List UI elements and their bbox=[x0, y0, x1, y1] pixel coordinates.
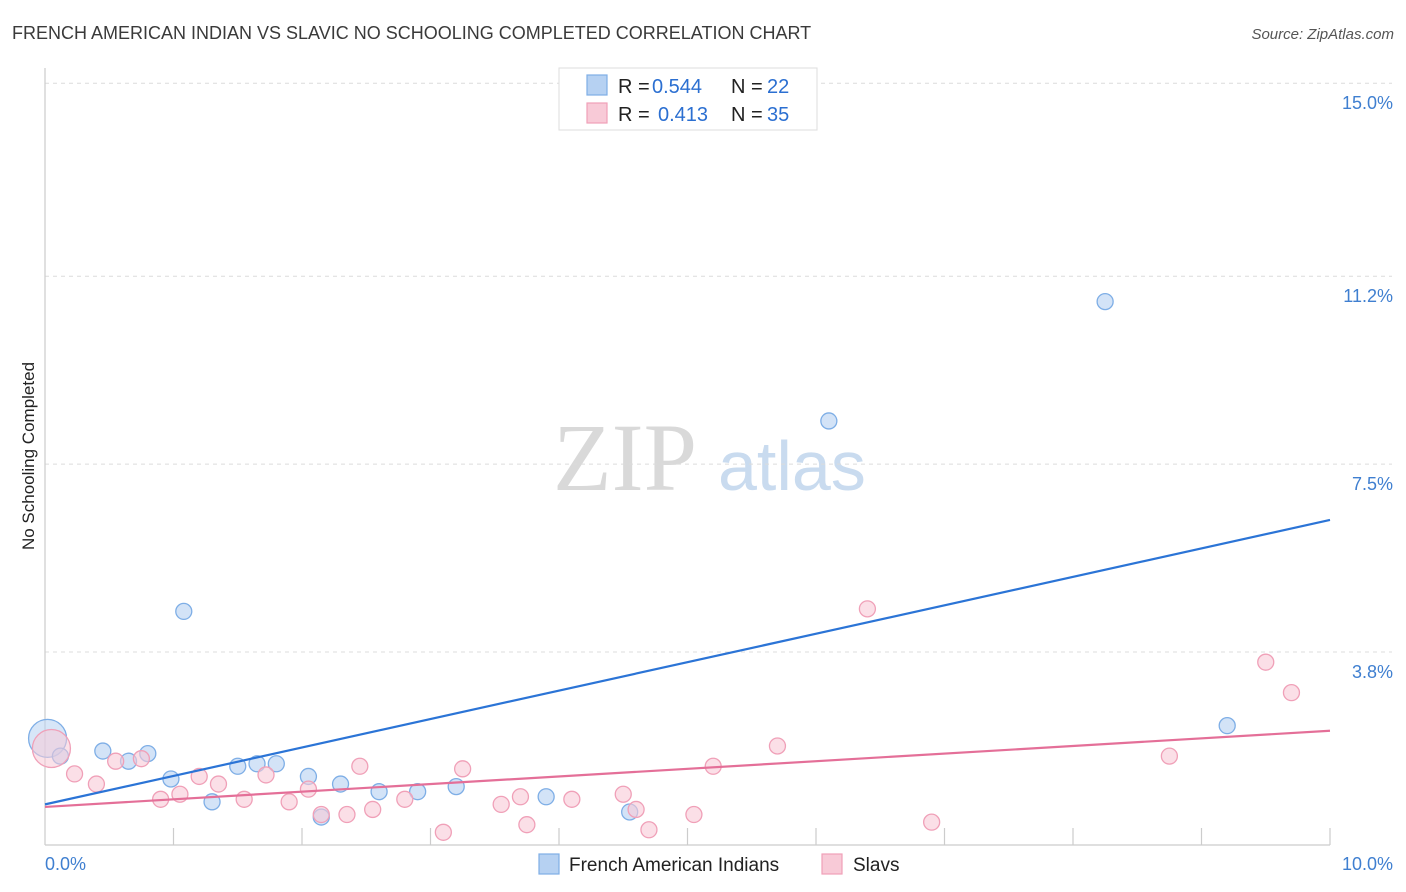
slavs-point bbox=[434, 823, 453, 841]
series-legend-swatch-blue bbox=[538, 853, 560, 875]
french-american-indians-point bbox=[820, 412, 838, 430]
french-american-indians-point bbox=[447, 777, 465, 796]
slavs-point bbox=[209, 775, 228, 793]
y-tick-label: 15.0% bbox=[1342, 93, 1393, 113]
series-legend-label-blue: French American Indians bbox=[569, 855, 779, 876]
legend-r-value-2: 0.413 bbox=[658, 104, 708, 126]
slavs-point bbox=[640, 821, 658, 839]
french-american-indians-point bbox=[408, 783, 427, 801]
legend-swatch-pink bbox=[586, 102, 608, 124]
slavs-point bbox=[685, 805, 703, 824]
french-american-indians-point bbox=[267, 755, 285, 773]
scatter-points bbox=[27, 292, 1301, 841]
y-tick-labels: 3.8% 7.5% 11.2% 15.0% bbox=[1342, 93, 1393, 682]
slavs-point bbox=[107, 752, 125, 770]
legend-r-value-1: 0.544 bbox=[652, 76, 702, 98]
legend-r-label-2: R = bbox=[618, 104, 650, 126]
series-legend-label-pink: Slavs bbox=[853, 855, 899, 876]
series-legend-swatch-pink bbox=[821, 853, 843, 875]
slavs-point bbox=[364, 800, 382, 819]
french-american-indians-point bbox=[1218, 717, 1236, 735]
correlation-legend: R = 0.544 N = 22 R = 0.413 N = 35 bbox=[558, 67, 818, 131]
slavs-point bbox=[1282, 683, 1301, 702]
x-tick-marks bbox=[172, 828, 1331, 845]
slavs-point bbox=[627, 800, 645, 819]
slavs-point bbox=[280, 793, 298, 811]
legend-n-label-2: N = bbox=[731, 104, 763, 126]
slavs-point bbox=[511, 788, 530, 806]
slavs-point bbox=[257, 766, 275, 784]
watermark-atlas: atlas bbox=[718, 427, 866, 505]
french-american-indians-trendline bbox=[44, 518, 1331, 806]
x-tick-label-max: 10.0% bbox=[1342, 854, 1393, 874]
series-legend: French American Indians Slavs bbox=[538, 853, 899, 876]
watermark: ZIP atlas bbox=[553, 404, 866, 511]
y-tick-label: 7.5% bbox=[1352, 474, 1393, 494]
slavs-point bbox=[396, 790, 414, 808]
slavs-point bbox=[923, 813, 941, 831]
y-axis-label: No Schooling Completed bbox=[19, 362, 38, 550]
slavs-point bbox=[614, 785, 632, 803]
gridlines bbox=[45, 82, 1392, 653]
legend-n-label-1: N = bbox=[731, 76, 763, 98]
french-american-indians-point bbox=[537, 788, 555, 806]
slavs-point bbox=[65, 765, 84, 783]
slavs-point bbox=[1257, 653, 1275, 671]
slavs-point bbox=[768, 737, 787, 755]
slavs-point bbox=[338, 805, 356, 824]
legend-n-value-1: 22 bbox=[767, 76, 789, 98]
slavs-point bbox=[518, 816, 536, 834]
legend-swatch-blue bbox=[586, 74, 608, 96]
y-tick-label: 11.2% bbox=[1343, 286, 1393, 306]
slavs-point bbox=[453, 760, 472, 778]
slavs-point bbox=[312, 805, 330, 824]
french-american-indians-point bbox=[1096, 292, 1114, 311]
slavs-point bbox=[858, 600, 877, 618]
slavs-point bbox=[563, 790, 581, 808]
slavs-point bbox=[31, 728, 72, 769]
legend-n-value-2: 35 bbox=[767, 104, 789, 126]
slavs-trendline bbox=[44, 729, 1331, 809]
chart-title: FRENCH AMERICAN INDIAN VS SLAVIC NO SCHO… bbox=[12, 23, 811, 43]
slavs-point bbox=[492, 795, 510, 814]
chart-source: Source: ZipAtlas.com bbox=[1251, 26, 1394, 43]
legend-r-label-1: R = bbox=[618, 76, 650, 98]
french-american-indians-point bbox=[94, 742, 112, 760]
x-tick-label-min: 0.0% bbox=[45, 854, 86, 874]
french-american-indians-point bbox=[175, 602, 193, 621]
slavs-point bbox=[190, 767, 208, 786]
slavs-point bbox=[299, 780, 318, 798]
y-tick-label: 3.8% bbox=[1352, 662, 1393, 682]
french-american-indians-point bbox=[248, 755, 266, 773]
french-american-indians-point bbox=[162, 770, 180, 788]
slavs-point bbox=[351, 757, 369, 775]
trend-lines bbox=[44, 518, 1331, 809]
slavs-point bbox=[132, 750, 151, 768]
slavs-point bbox=[1160, 747, 1179, 765]
watermark-zip: ZIP bbox=[553, 404, 697, 511]
slavs-point bbox=[87, 775, 106, 793]
